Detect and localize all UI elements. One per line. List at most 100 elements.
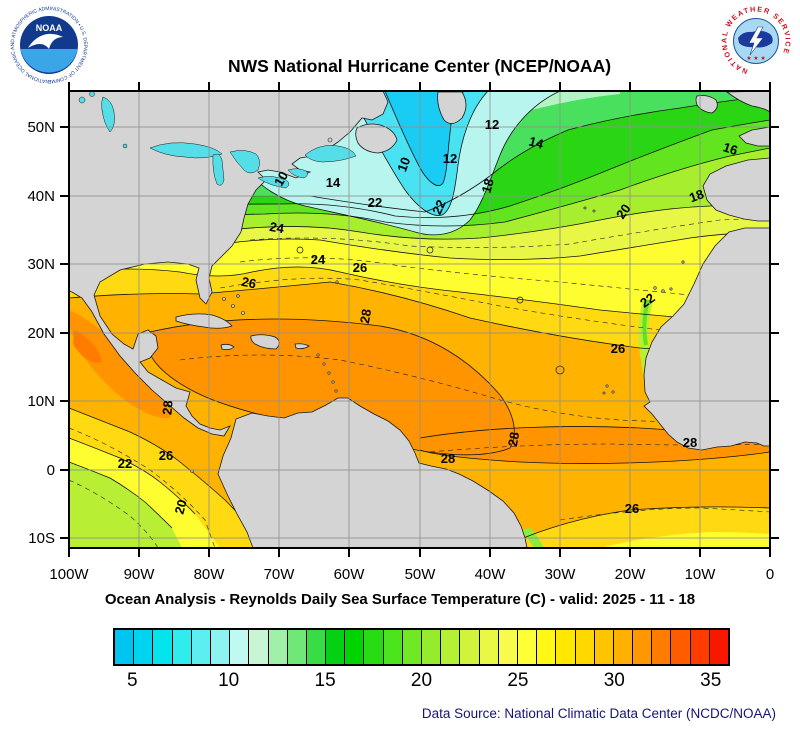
colorbar-cell xyxy=(708,630,728,664)
colorbar-cell xyxy=(267,630,287,664)
ocean-temperature-fields xyxy=(69,91,770,548)
contour-label: 20 xyxy=(613,201,634,221)
contour-label: 18 xyxy=(479,177,497,195)
x-axis-label: 10W xyxy=(685,566,717,583)
colorbar-tick-label: 10 xyxy=(218,670,240,691)
land-ireland xyxy=(695,95,718,114)
y-axis-label: 20N xyxy=(27,325,55,342)
colorbar-tick-label: 5 xyxy=(126,670,138,691)
lake-michigan xyxy=(212,153,225,186)
warm-pool-pacific-28 xyxy=(69,310,171,419)
x-axis-label: 100W xyxy=(49,566,89,583)
colorbar-cell xyxy=(115,630,134,664)
contour-label: 22 xyxy=(118,456,132,471)
land-hispaniola xyxy=(250,334,280,350)
x-axis-label: 80W xyxy=(194,566,226,583)
contour-label: 18 xyxy=(687,186,706,205)
colorbar-tick-label: 35 xyxy=(700,670,722,691)
colorbar-cell xyxy=(286,630,306,664)
land-labrador-blob xyxy=(437,91,467,124)
colorbar-cell xyxy=(593,630,613,664)
contour-label: 10 xyxy=(394,155,413,174)
noaa-logo: NATIONAL OCEANIC AND ATMOSPHERIC ADMINIS… xyxy=(8,4,89,85)
contour-label: 26 xyxy=(611,341,625,356)
contour-label: 28 xyxy=(683,435,697,450)
small-islands xyxy=(190,137,685,473)
warm-core-pacific-29 xyxy=(73,330,102,363)
y-axis-label: 0 xyxy=(47,462,55,479)
colorbar-cell xyxy=(651,630,671,664)
colorbar-cell xyxy=(670,630,690,664)
y-axis-label: 10S xyxy=(28,530,55,547)
colorbar-cell xyxy=(440,630,460,664)
x-axis-label: 0 xyxy=(766,566,774,583)
land-cuba xyxy=(175,313,233,329)
y-axis-label: 10N xyxy=(27,393,55,410)
contour-label: 16 xyxy=(721,139,739,158)
colorbar-cell xyxy=(478,630,498,664)
x-axis-label: 60W xyxy=(334,566,366,583)
land-south-america xyxy=(217,397,528,548)
land-iberia xyxy=(702,157,770,222)
x-axis-label: 70W xyxy=(264,566,296,583)
noaa-bird-icon xyxy=(28,33,63,49)
colorbar-cell xyxy=(305,630,326,664)
africa-upwelling-cold xyxy=(642,299,650,346)
contour-label: 26 xyxy=(159,448,173,463)
contour-label: 22 xyxy=(368,195,382,210)
colorbar-cell xyxy=(574,630,594,664)
x-axis-label: 90W xyxy=(124,566,156,583)
contour-label: 14 xyxy=(527,134,546,152)
land-jamaica xyxy=(220,343,235,351)
colorbar-cell xyxy=(421,630,441,664)
colorbar-cell xyxy=(689,630,709,664)
x-axis-label: 30W xyxy=(545,566,577,583)
warm-pool-caribbean-28 xyxy=(147,319,515,455)
map-subtitle: Ocean Analysis - Reynolds Daily Sea Surf… xyxy=(104,591,696,608)
contour-label: 24 xyxy=(311,252,326,267)
land-newfoundland xyxy=(355,123,398,154)
contour-label: 14 xyxy=(326,175,341,190)
axis-ticks xyxy=(60,82,779,557)
contour-label: 20 xyxy=(172,498,190,516)
colorbar-cell xyxy=(536,630,556,664)
colorbar-cell xyxy=(459,630,479,664)
colorbar-cell xyxy=(171,630,191,664)
page-title: NWS National Hurricane Center (NCEP/NOAA… xyxy=(227,56,612,76)
contour-label: 26 xyxy=(625,501,639,516)
lake-erie xyxy=(257,176,290,189)
colorbar-cell xyxy=(382,630,402,664)
contour-label: 26 xyxy=(240,274,257,292)
noaa-sea-icon xyxy=(20,49,78,73)
contour-label: 12 xyxy=(443,151,457,166)
contour-label: 10 xyxy=(271,169,291,189)
y-axis-label: 40N xyxy=(27,188,55,205)
contour-label: 24 xyxy=(268,219,286,236)
colorbar-tick-label: 20 xyxy=(410,670,433,691)
x-axis-label: 20W xyxy=(615,566,647,583)
land-africa xyxy=(643,227,770,451)
land-puerto-rico xyxy=(294,343,310,350)
nws-stars: ★ ★ ★ xyxy=(746,55,765,62)
lake-winnipeg xyxy=(101,96,115,133)
colorbar-tick-label: 25 xyxy=(507,670,529,691)
lake-superior xyxy=(149,142,223,159)
colorbar-cell xyxy=(401,630,421,664)
axis-labels: 100W 90W 80W 70W 60W 50W 40W 30W 20W 10W 0 50N 40N 30… xyxy=(27,119,774,583)
colorbar-tick-labels: 5 10 15 20 25 30 35 xyxy=(0,670,800,696)
contour-label: 28 xyxy=(505,431,522,448)
contour-label: 22 xyxy=(429,197,449,216)
colorbar-cell xyxy=(632,630,652,664)
colorbar-tick-label: 30 xyxy=(603,670,625,691)
satl-band-22-24 xyxy=(600,532,770,548)
grid-lines xyxy=(69,91,770,548)
colorbar-cell xyxy=(229,630,249,664)
contour-label: 22 xyxy=(637,290,657,311)
y-axis-label: 50N xyxy=(27,119,55,136)
colorbar-cell xyxy=(190,630,210,664)
data-source-note: Data Source: National Climatic Data Cent… xyxy=(421,706,776,721)
land-england xyxy=(725,91,770,113)
colorbar-cell xyxy=(133,630,153,664)
